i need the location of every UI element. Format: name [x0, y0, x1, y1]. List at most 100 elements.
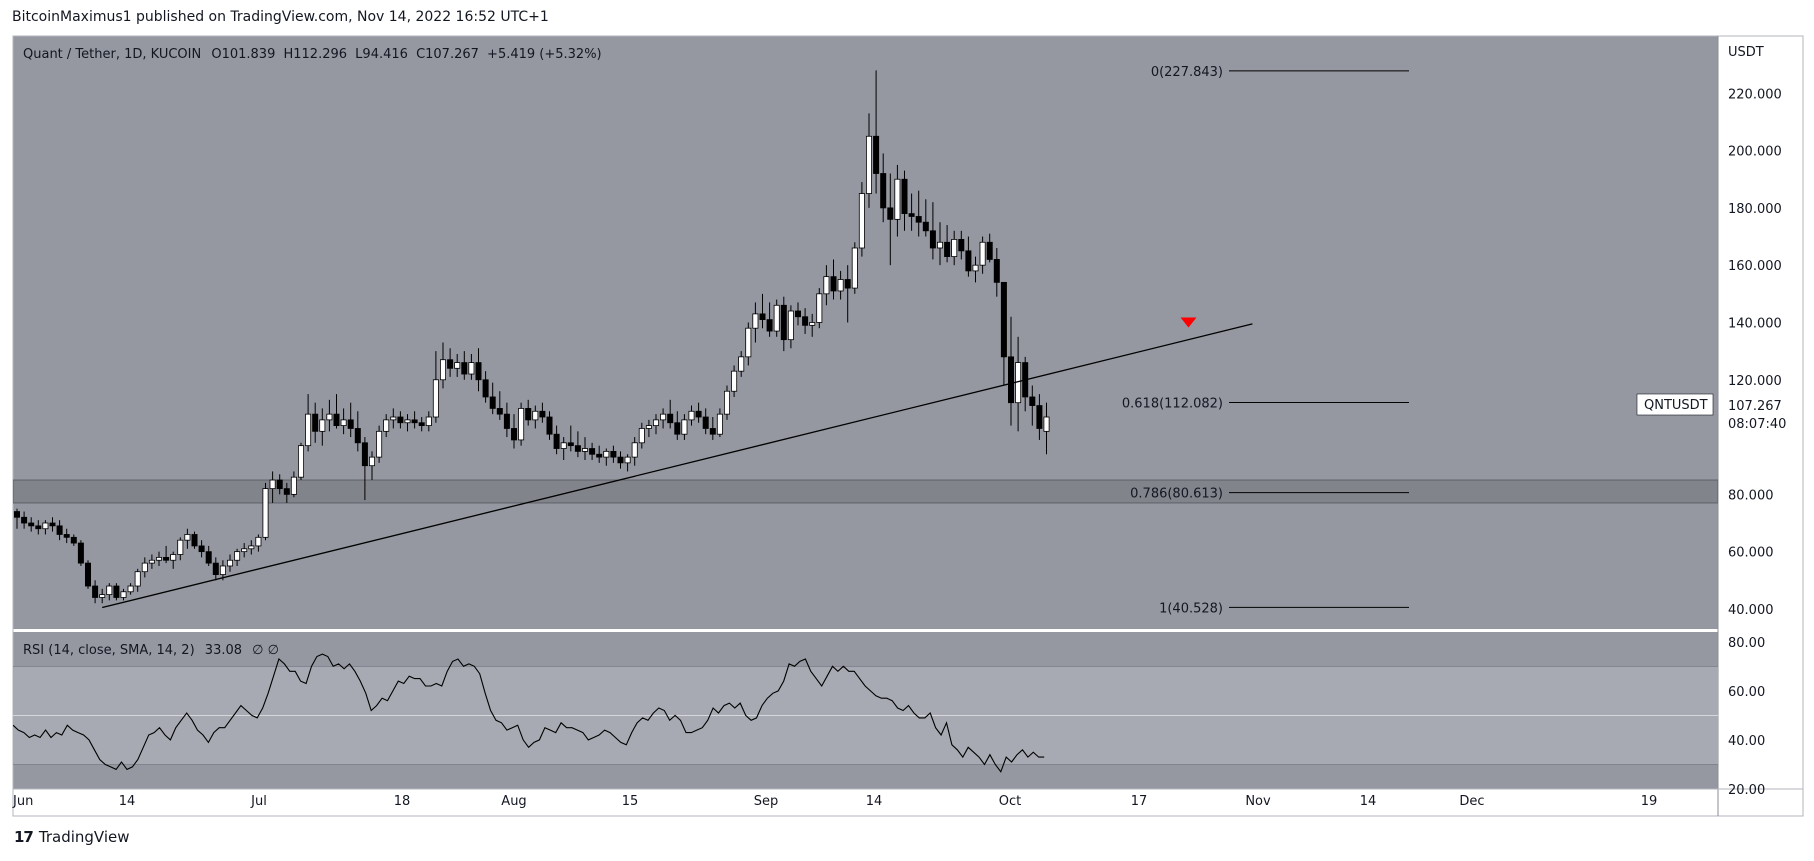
candle-body — [638, 428, 645, 444]
candle-body — [830, 276, 837, 292]
last-price: 107.267 — [1728, 399, 1782, 414]
candle-body — [99, 594, 106, 598]
candle-body — [951, 238, 958, 257]
candle-body — [880, 173, 887, 209]
candle-body — [709, 428, 716, 435]
time-tick-label: 14 — [1360, 794, 1377, 809]
ascending-support-line[interactable] — [102, 323, 1253, 609]
time-tick-label: 17 — [1131, 794, 1148, 809]
candle-body — [170, 554, 177, 561]
candle-body — [1008, 356, 1015, 404]
candle-body — [773, 304, 780, 332]
price-tick-label: 140.000 — [1728, 316, 1782, 331]
footer-branding[interactable]: 17 TradingView — [14, 828, 130, 846]
candle-body — [219, 565, 226, 575]
candle-body — [63, 534, 70, 538]
candle-body — [780, 304, 787, 341]
fib-level-label: 1(40.528) — [1159, 601, 1223, 616]
fib-level-label: 0.786(80.613) — [1130, 487, 1223, 502]
candle-body — [276, 479, 283, 490]
rsi-axis[interactable]: 80.00 60.00 40.00 20.00 — [1728, 636, 1765, 798]
candle-body — [574, 445, 581, 452]
candle-body — [496, 408, 503, 415]
candle-body — [844, 279, 851, 289]
tradingview-logo-icon: 17 — [14, 828, 34, 846]
candle-body — [823, 276, 830, 295]
candle-body — [603, 450, 610, 458]
candlestick-series — [13, 70, 1050, 604]
candle-body — [120, 591, 127, 598]
candle-body — [965, 250, 972, 272]
candle-body — [546, 416, 553, 435]
ohlc-close: 107.267 — [425, 47, 479, 62]
rsi-legend: RSI (14, close, SMA, 14, 2) 33.08 ∅ ∅ — [23, 643, 279, 658]
candle-body — [283, 488, 290, 495]
symbol-tag — [1636, 393, 1714, 416]
price-pane[interactable] — [13, 36, 1718, 629]
candle-body — [972, 264, 979, 272]
candle-body — [993, 259, 1000, 283]
time-tick-label: 14 — [119, 794, 136, 809]
candle-body — [368, 456, 375, 467]
candle-body — [127, 585, 134, 593]
candle-body — [85, 562, 92, 587]
candle-body — [716, 413, 723, 435]
candle-body — [184, 534, 191, 541]
fib-level-label: 0.618(112.082) — [1122, 396, 1223, 411]
ohlc-close-label: C — [416, 47, 425, 62]
candle-body — [688, 410, 695, 421]
candle-body — [745, 327, 752, 358]
candle-body — [141, 562, 148, 573]
candle-body — [255, 536, 262, 547]
candle-body — [567, 442, 574, 447]
candle-body — [376, 430, 383, 458]
candle-body — [929, 230, 936, 249]
time-tick-label: Nov — [1245, 794, 1271, 809]
candle-body — [290, 476, 297, 495]
candle-body — [901, 178, 908, 215]
candle-body — [56, 525, 63, 535]
candle-body — [787, 310, 794, 341]
candle-body — [1000, 281, 1007, 358]
rsi-extra: ∅ ∅ — [252, 643, 279, 658]
candle-body — [234, 551, 241, 561]
time-tick-label: Dec — [1459, 794, 1484, 809]
price-axis[interactable]: 220.000 200.000 180.000 160.000 140.000 120.0… — [1728, 87, 1782, 618]
candle-body — [468, 362, 475, 375]
candle-body — [42, 522, 49, 530]
candle-body — [958, 238, 965, 252]
candle-body — [866, 135, 873, 194]
rsi-tick-label: 80.00 — [1728, 636, 1765, 651]
candle-body — [695, 410, 702, 418]
time-axis[interactable]: Jun 14 Jul 18 Aug 15 Sep 14 Oct 17 Nov 14 Dec 19 — [12, 794, 1657, 809]
candle-body — [212, 562, 219, 575]
candle-body — [724, 390, 731, 415]
candle-body — [461, 362, 468, 375]
candle-body — [312, 413, 319, 432]
candle-body — [731, 370, 738, 392]
candle-body — [596, 453, 603, 458]
candle-body — [13, 511, 20, 518]
bar-countdown: 08:07:40 — [1728, 417, 1786, 432]
ohlc-low-label: L — [355, 47, 363, 62]
candle-body — [489, 396, 496, 409]
candle-body — [986, 241, 993, 260]
ohlc-legend: Quant / Tether, 1D, KUCOIN O101.839 H112… — [23, 47, 602, 62]
candle-body — [560, 442, 567, 449]
candle-body — [667, 413, 674, 424]
ohlc-high: 112.296 — [293, 47, 347, 62]
candle-body — [482, 379, 489, 398]
publication-header: BitcoinMaximus1 published on TradingView… — [12, 9, 549, 25]
time-tick-label: 19 — [1641, 794, 1658, 809]
candle-body — [411, 419, 418, 424]
chart-frame — [12, 35, 1804, 817]
price-tick-label: 40.000 — [1728, 603, 1774, 618]
support-zone — [13, 479, 1718, 504]
candle-body — [887, 207, 894, 220]
currency-label: USDT — [1728, 45, 1764, 60]
candle-body — [383, 419, 390, 432]
fib-retracement[interactable]: 0(227.843) 0.618(112.082) 0.786(80.613) 1(4… — [1122, 65, 1409, 617]
candle-body — [525, 408, 532, 421]
time-tick-label: Jun — [12, 794, 33, 809]
